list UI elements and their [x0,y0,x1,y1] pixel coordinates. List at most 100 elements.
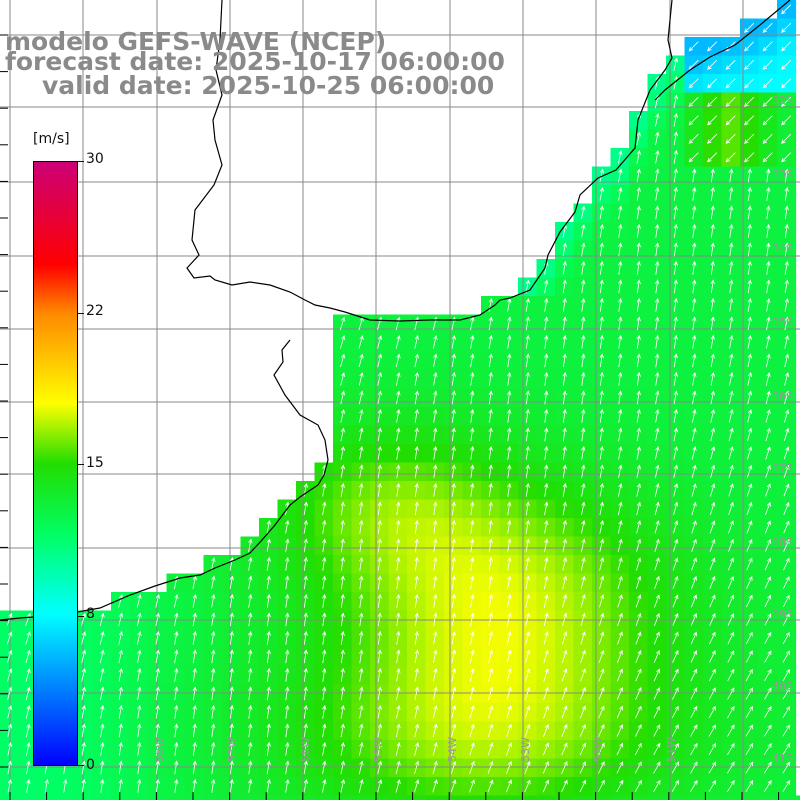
wind-arrow [525,612,531,627]
wind-arrow [451,390,456,405]
wind-arrow [653,705,661,719]
wind-arrow [598,612,605,627]
wind-arrow [155,649,160,664]
wind-arrow [655,334,660,349]
wind-arrow [414,723,420,738]
wind-cell [721,703,741,723]
wind-cell [684,74,704,94]
wind-arrow [708,761,717,774]
wind-arrow [581,260,586,275]
wind-cell [758,592,778,612]
longitude-label: 55W [372,737,385,762]
wind-arrow [303,704,308,719]
wind-arrow [729,223,734,238]
wind-arrow [581,316,586,331]
wind-arrow [727,557,734,571]
wind-arrow [470,612,475,627]
wind-arrow [285,575,290,590]
wind-arrow [710,334,715,349]
wind-cell [647,777,667,797]
wind-arrow [524,705,531,719]
wind-arrow [543,668,549,682]
wind-arrow [322,630,327,645]
wind-arrow [340,482,345,497]
wind-arrow [635,649,642,663]
wind-arrow [396,593,401,608]
wind-arrow [763,779,772,793]
wind-arrow [691,427,697,442]
wind-arrow [470,464,475,479]
wind-arrow [192,575,197,590]
longitude-label: 54W [446,737,459,762]
wind-arrow [340,390,346,405]
wind-arrow [783,446,790,460]
wind-arrow [655,353,660,368]
wind-cell [740,148,760,168]
wind-arrow [470,390,475,405]
wind-arrow [525,371,530,386]
wind-arrow [764,724,772,737]
wind-arrow [507,390,512,405]
wind-arrow [525,445,530,460]
wind-arrow [81,760,86,775]
wind-arrow [322,519,327,534]
wind-arrow [340,372,346,386]
wind-arrow [710,260,715,275]
wind-arrow [671,779,679,793]
wind-arrow [672,649,679,663]
wind-cell [684,129,704,149]
wind-cell [703,111,723,131]
wind-arrow [229,778,234,793]
wind-cell [629,777,649,797]
wind-arrow [562,260,567,275]
wind-arrow [377,612,382,627]
wind-arrow [599,260,604,275]
wind-arrow [340,335,346,349]
wind-arrow [525,575,530,590]
wind-arrow [745,779,754,793]
wind-arrow [395,353,401,368]
wind-arrow [581,224,586,238]
wind-arrow [266,778,271,793]
wind-arrow [783,538,790,552]
wind-cell [684,758,704,778]
wind-arrow [765,409,771,423]
wind-arrow [747,297,752,312]
wind-arrow [673,113,678,127]
wind-arrow [81,612,87,627]
wind-arrow [672,631,679,645]
wind-arrow [581,390,586,405]
wind-arrow [414,372,419,386]
wind-arrow [506,686,512,701]
wind-arrow [781,78,792,89]
wind-arrow [469,668,475,682]
wind-arrow [303,686,308,701]
wind-arrow [229,593,234,608]
wind-arrow [396,538,401,553]
wind-arrow [655,409,660,423]
wind-arrow [653,650,660,663]
wind-arrow [784,409,790,423]
wind-arrow [137,649,142,664]
wind-arrow [542,779,549,793]
wind-arrow [470,501,475,516]
wind-cell [721,721,741,741]
wind-arrow [747,316,752,331]
wind-arrow [488,298,493,312]
wind-cell [777,629,797,649]
wind-arrow [745,724,754,737]
wind-arrow [729,186,734,201]
wind-cell [777,666,797,686]
wind-cell [684,148,704,168]
wind-arrow [285,760,290,775]
wind-cell [610,740,630,760]
wind-arrow [745,668,753,682]
wind-arrow [488,538,493,553]
wind-arrow [488,594,493,608]
wind-arrow [229,760,234,775]
wind-arrow [673,205,678,220]
wind-arrow [782,668,790,682]
wind-arrow [616,724,624,737]
wind-arrow [562,297,567,312]
wind-arrow [432,779,438,793]
